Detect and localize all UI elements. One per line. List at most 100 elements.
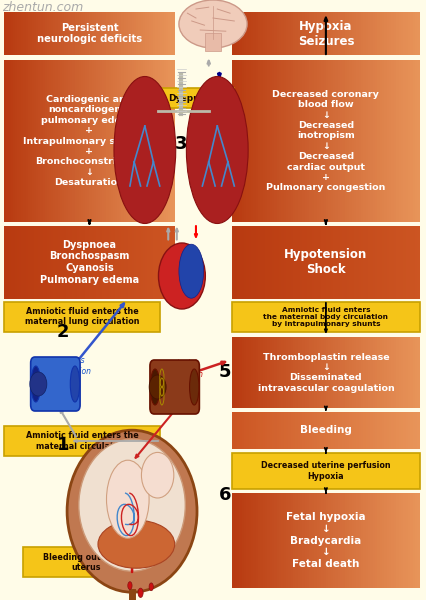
FancyBboxPatch shape [260,493,263,588]
FancyBboxPatch shape [15,60,17,222]
FancyBboxPatch shape [272,12,275,55]
FancyBboxPatch shape [38,60,41,222]
FancyBboxPatch shape [382,493,385,588]
FancyBboxPatch shape [268,412,270,449]
FancyBboxPatch shape [317,412,320,449]
FancyBboxPatch shape [248,412,251,449]
FancyBboxPatch shape [141,60,143,222]
FancyBboxPatch shape [164,12,167,55]
FancyBboxPatch shape [134,60,137,222]
FancyBboxPatch shape [277,337,279,408]
FancyBboxPatch shape [106,12,109,55]
FancyBboxPatch shape [150,360,199,414]
FancyBboxPatch shape [370,12,373,55]
FancyBboxPatch shape [268,337,270,408]
FancyBboxPatch shape [75,12,77,55]
FancyBboxPatch shape [417,337,420,408]
FancyBboxPatch shape [328,412,331,449]
FancyBboxPatch shape [351,60,354,222]
FancyBboxPatch shape [399,337,401,408]
FancyBboxPatch shape [319,12,322,55]
FancyBboxPatch shape [403,226,406,299]
FancyBboxPatch shape [272,493,275,588]
FancyBboxPatch shape [270,226,273,299]
FancyBboxPatch shape [234,412,237,449]
FancyBboxPatch shape [321,226,324,299]
FancyBboxPatch shape [246,60,249,222]
Circle shape [141,452,174,498]
FancyBboxPatch shape [354,226,357,299]
FancyBboxPatch shape [368,12,371,55]
FancyBboxPatch shape [111,60,113,222]
FancyBboxPatch shape [415,12,417,55]
FancyBboxPatch shape [115,226,118,299]
FancyBboxPatch shape [92,60,94,222]
FancyBboxPatch shape [382,12,385,55]
FancyBboxPatch shape [399,60,401,222]
FancyBboxPatch shape [314,60,317,222]
FancyBboxPatch shape [351,226,354,299]
Circle shape [30,372,47,396]
FancyBboxPatch shape [248,60,251,222]
FancyBboxPatch shape [160,226,162,299]
FancyBboxPatch shape [354,493,357,588]
FancyBboxPatch shape [335,226,338,299]
FancyBboxPatch shape [281,12,284,55]
FancyBboxPatch shape [375,412,378,449]
FancyBboxPatch shape [328,226,331,299]
FancyBboxPatch shape [262,226,265,299]
FancyBboxPatch shape [34,226,37,299]
FancyBboxPatch shape [368,60,371,222]
FancyBboxPatch shape [270,12,273,55]
FancyBboxPatch shape [19,226,22,299]
FancyBboxPatch shape [234,493,237,588]
FancyBboxPatch shape [394,60,397,222]
FancyBboxPatch shape [40,60,43,222]
FancyBboxPatch shape [119,12,122,55]
FancyBboxPatch shape [81,12,83,55]
FancyBboxPatch shape [298,60,300,222]
FancyBboxPatch shape [162,12,164,55]
FancyBboxPatch shape [75,60,77,222]
FancyBboxPatch shape [83,226,86,299]
FancyBboxPatch shape [262,412,265,449]
FancyBboxPatch shape [237,60,239,222]
FancyBboxPatch shape [296,226,298,299]
FancyBboxPatch shape [130,60,132,222]
FancyBboxPatch shape [232,453,420,489]
FancyBboxPatch shape [168,226,171,299]
FancyBboxPatch shape [326,60,328,222]
FancyBboxPatch shape [307,12,310,55]
FancyBboxPatch shape [113,60,115,222]
FancyBboxPatch shape [417,12,420,55]
FancyBboxPatch shape [337,412,340,449]
FancyBboxPatch shape [359,60,361,222]
FancyBboxPatch shape [43,226,45,299]
FancyBboxPatch shape [128,12,130,55]
FancyBboxPatch shape [291,337,294,408]
FancyBboxPatch shape [85,60,88,222]
FancyBboxPatch shape [47,226,49,299]
FancyBboxPatch shape [83,12,86,55]
FancyBboxPatch shape [387,412,389,449]
FancyBboxPatch shape [298,12,300,55]
FancyBboxPatch shape [412,337,415,408]
FancyBboxPatch shape [162,60,164,222]
FancyBboxPatch shape [58,60,60,222]
FancyBboxPatch shape [396,12,399,55]
FancyBboxPatch shape [260,412,263,449]
FancyBboxPatch shape [109,12,111,55]
Text: Hypoxia
Seizures: Hypoxia Seizures [298,20,354,47]
FancyBboxPatch shape [394,493,397,588]
FancyBboxPatch shape [47,60,49,222]
FancyBboxPatch shape [415,337,417,408]
FancyBboxPatch shape [366,60,368,222]
FancyBboxPatch shape [300,412,303,449]
FancyBboxPatch shape [262,493,265,588]
FancyBboxPatch shape [79,60,81,222]
FancyBboxPatch shape [262,12,265,55]
FancyBboxPatch shape [298,412,300,449]
FancyBboxPatch shape [85,12,88,55]
FancyBboxPatch shape [324,412,326,449]
FancyBboxPatch shape [319,412,322,449]
